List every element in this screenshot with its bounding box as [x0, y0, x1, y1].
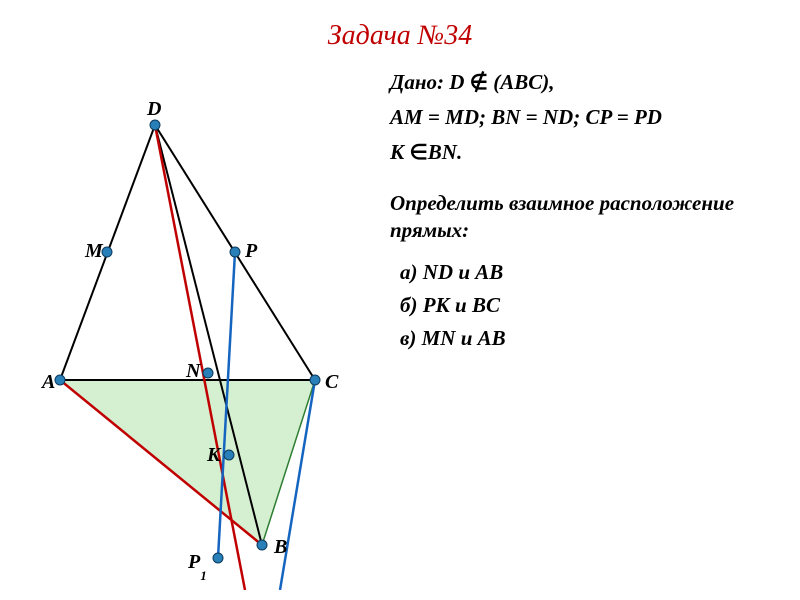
given-block: Дано: D ∉ (ABC), AM = MD; BN = ND; CP = … [390, 70, 662, 175]
diagram-container: A B C D M N P K P1 [20, 90, 390, 590]
given-3-suffix: BN. [428, 140, 462, 164]
svg-text:M: M [84, 240, 104, 262]
task-a: а) ND и AB [400, 260, 506, 285]
svg-text:D: D [146, 98, 161, 120]
svg-text:B: B [273, 536, 287, 558]
svg-text:P1: P1 [187, 551, 207, 583]
given-3-prefix: К [390, 140, 410, 164]
not-in-symbol: ∉ [470, 70, 488, 94]
svg-text:C: C [325, 371, 339, 393]
given-line-1: Дано: D ∉ (ABC), [390, 70, 662, 95]
problem-title: Задача №34 [328, 20, 472, 52]
task-b: б) РК и BC [400, 293, 506, 318]
svg-text:A: A [40, 371, 55, 393]
tasks-block: а) ND и AB б) РК и BC в) MN и AB [400, 260, 506, 359]
in-symbol: ∈ [410, 140, 428, 164]
given-line-2: AM = MD; BN = ND; CP = PD [390, 105, 662, 130]
given-line-3: К ∈BN. [390, 140, 662, 165]
geometry-diagram: A B C D M N P K P1 [20, 90, 390, 590]
svg-text:P: P [244, 240, 258, 262]
given-1-prefix: Дано: D [390, 70, 470, 94]
task-c: в) MN и AB [400, 326, 506, 351]
svg-text:K: K [206, 444, 222, 466]
determine-text: Определить взаимное расположение прямых: [390, 190, 800, 245]
given-1-suffix: (ABC), [488, 70, 555, 94]
svg-text:N: N [185, 360, 202, 382]
